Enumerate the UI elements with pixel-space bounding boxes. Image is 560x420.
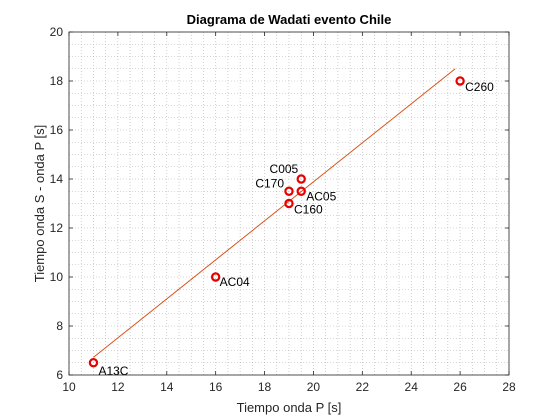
x-tick-label: 24 (405, 380, 419, 394)
data-point-label: C160 (294, 203, 323, 217)
x-tick-label: 20 (307, 380, 321, 394)
data-point-label: C005 (270, 162, 299, 176)
y-tick-label: 12 (50, 221, 64, 235)
y-tick-label: 18 (50, 74, 64, 88)
x-tick-label: 10 (62, 380, 76, 394)
data-point-label: C170 (255, 176, 284, 190)
data-point-label: C260 (465, 80, 494, 94)
x-tick-label: 14 (160, 380, 174, 394)
data-point-marker (284, 198, 294, 209)
y-tick-label: 20 (50, 25, 64, 39)
y-tick-label: 16 (50, 123, 64, 137)
data-point-marker (296, 186, 306, 196)
data-point-label: A13C (98, 364, 128, 378)
plot-frame (68, 31, 510, 376)
y-tick-label: 8 (56, 319, 63, 333)
axis-ticks: 10 12 14 16 18 20 22 24 26 28 6 8 10 12 14 16 18 20 (50, 25, 516, 394)
fit-line (93, 68, 456, 358)
x-tick-label: 26 (453, 380, 467, 394)
data-point-marker (296, 174, 306, 184)
x-axis-label: Tiempo onda P [s] (237, 400, 342, 415)
data-point-label: AC04 (220, 275, 250, 289)
y-tick-label: 14 (50, 172, 64, 186)
x-tick-label: 16 (209, 380, 223, 394)
y-tick-label: 6 (56, 368, 63, 382)
data-point-marker (88, 358, 99, 368)
grid (68, 31, 510, 376)
data-point-marker (455, 76, 465, 86)
x-tick-label: 22 (356, 380, 370, 394)
x-tick-label: 12 (111, 380, 125, 394)
y-tick-label: 10 (50, 270, 64, 284)
data-points: A13C AC04 C160 C170 AC05 C005 C260 (88, 76, 494, 378)
x-tick-label: 28 (502, 380, 516, 394)
data-point-marker (284, 186, 294, 196)
y-axis-label: Tiempo onda S - onda P [s] (32, 125, 47, 283)
chart-title: Diagrama de Wadati evento Chile (187, 12, 392, 27)
data-point-marker (210, 272, 221, 282)
data-point-label: AC05 (306, 189, 336, 203)
x-tick-label: 18 (258, 380, 272, 394)
